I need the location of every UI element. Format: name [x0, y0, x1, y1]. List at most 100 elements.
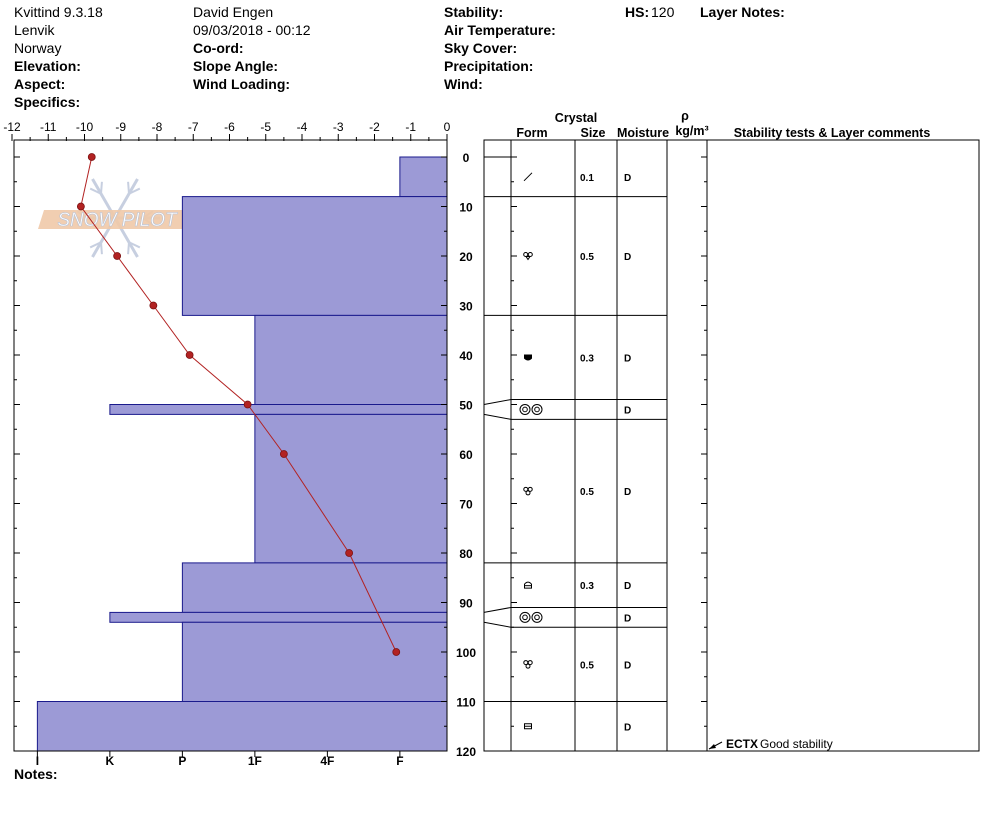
hardness-tick-label: 1F: [248, 754, 262, 768]
slope-angle-label: Slope Angle:: [193, 58, 279, 74]
icon-stroke: [519, 403, 531, 415]
snowflake-branch: [89, 241, 102, 249]
layer-table-frame: [483, 139, 980, 752]
icon-stroke: [525, 663, 531, 669]
temperature-point: [149, 301, 158, 310]
region-name: Lenvik: [14, 22, 55, 38]
comments-header: Stability tests & Layer comments: [734, 126, 931, 140]
depth-tick-label: 30: [459, 300, 473, 314]
melt-form-icon: [524, 723, 532, 730]
snowflake-branch: [89, 187, 102, 195]
hardness-bar: [181, 196, 448, 316]
temperature-point: [87, 153, 96, 161]
layer-connector: [483, 399, 512, 405]
hardness-bar: [36, 701, 448, 752]
rounded-grains-icon: [523, 660, 533, 669]
layer-size: 0.5: [580, 487, 594, 498]
snowflake-branch: [100, 242, 103, 255]
hardness-tick-label: F: [396, 754, 403, 768]
icon-stroke: [527, 660, 533, 666]
ice-crust-icon: [519, 403, 543, 415]
icon-stroke: [534, 614, 540, 621]
temperature-point: [243, 400, 252, 409]
icon-stroke: [522, 406, 528, 413]
layer-moisture: D: [624, 353, 631, 364]
temperature-tick-label: -3: [333, 120, 344, 134]
size-header: Size: [580, 126, 605, 140]
precipitation-particles-icon: [523, 172, 533, 182]
layer-moisture: D: [624, 722, 631, 733]
temperature-point: [279, 450, 288, 458]
logo-banner: [38, 210, 196, 229]
depth-tick-label: 20: [459, 250, 473, 264]
stability-arrowhead: [709, 744, 716, 749]
temperature-tick-label: -5: [260, 120, 271, 134]
hs-value: 120: [651, 4, 675, 20]
layer-notes-label: Layer Notes:: [700, 4, 785, 20]
temperature-tick-label: -11: [40, 120, 57, 134]
coord-label: Co-ord:: [193, 40, 244, 56]
temperature-tick-label: -2: [369, 120, 380, 134]
moisture-header: Moisture: [617, 126, 669, 140]
temperature-tick-label: -12: [3, 120, 21, 134]
snowflake-branch: [127, 181, 130, 194]
crystal-header: Crystal: [555, 111, 597, 125]
hardness-bar: [109, 404, 448, 415]
hardness-bar: [254, 314, 448, 405]
hardness-bar: [109, 611, 448, 623]
temperature-tick-label: -1: [405, 120, 416, 134]
layer-moisture: D: [624, 613, 631, 624]
layer-size: 0.3: [580, 353, 594, 364]
ice-crust-icon: [519, 611, 543, 623]
wind-label: Wind:: [444, 76, 483, 92]
precipitation-label: Precipitation:: [444, 58, 534, 74]
temperature-point: [76, 202, 85, 211]
icon-stroke: [534, 406, 540, 413]
layer-moisture: D: [624, 487, 631, 498]
layer-size: 0.3: [580, 581, 594, 592]
depth-tick-label: 10: [459, 201, 473, 215]
icon-stroke: [531, 403, 543, 415]
elevation-label: Elevation:: [14, 58, 81, 74]
temperature-tick-label: -6: [224, 120, 235, 134]
layer-connector: [483, 413, 512, 420]
temperature-tick-label: -7: [188, 120, 199, 134]
stability-label: Stability:: [444, 4, 504, 20]
icon-stroke: [525, 256, 531, 261]
layer-size: 0.5: [580, 252, 594, 263]
observation-datetime: 09/03/2018 - 00:12: [193, 22, 311, 38]
form-header: Form: [516, 126, 547, 140]
temperature-point: [185, 351, 194, 359]
icon-stroke: [522, 614, 528, 621]
hardness-bar: [399, 156, 448, 198]
hardness-tick-label: 4F: [320, 754, 334, 768]
depth-hoar-icon: [524, 354, 532, 361]
depth-tick-label: 50: [459, 399, 473, 413]
icon-stroke: [531, 611, 543, 623]
icon-stroke: [527, 486, 533, 492]
layer-moisture: D: [624, 581, 631, 592]
location-name: Kvittind 9.3.18: [14, 4, 103, 20]
sky-cover-label: Sky Cover:: [444, 40, 518, 56]
depth-tick-label: 80: [459, 547, 473, 561]
depth-tick-label: 40: [459, 349, 473, 363]
layer-size: 0.1: [580, 173, 594, 184]
temperature-tick-label: 0: [444, 120, 451, 134]
rounded-grains-icon: [523, 486, 533, 496]
logo-text: SNOW PILOT: [57, 210, 178, 231]
hardness-plot-frame: [13, 139, 448, 752]
snowflake-branch: [128, 187, 141, 195]
depth-tick-label: 100: [456, 646, 476, 660]
wind-loading-label: Wind Loading:: [193, 76, 291, 92]
hardness-bar: [181, 562, 448, 613]
hardness-bar: [254, 413, 448, 564]
layer-moisture: D: [624, 173, 631, 184]
icon-stroke: [519, 611, 531, 623]
aspect-label: Aspect:: [14, 76, 66, 92]
layer-moisture: D: [624, 252, 631, 263]
hardness-tick-label: K: [106, 754, 115, 768]
depth-tick-label: 70: [459, 498, 473, 512]
icon-stroke: [524, 354, 532, 361]
density-unit-header: kg/m³: [675, 124, 708, 138]
